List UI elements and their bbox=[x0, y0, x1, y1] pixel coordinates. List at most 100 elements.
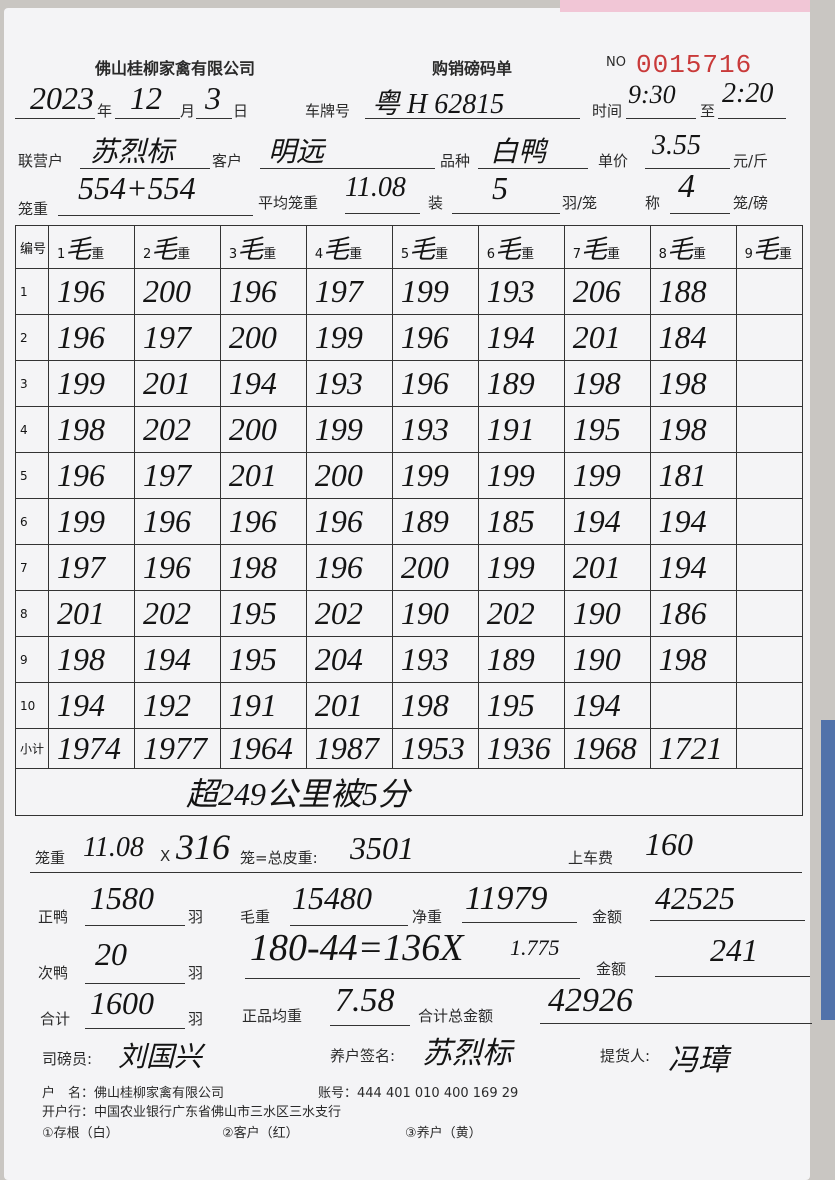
weight-cell: 196 bbox=[133, 544, 221, 591]
table-row: 6 199 196 196 196 189 185 194 194 bbox=[15, 498, 804, 545]
sub-duck-label: 次鸭 bbox=[38, 964, 69, 982]
copy-farmer: ③养户（黄） bbox=[405, 1126, 482, 1141]
column-header: 7毛重 bbox=[563, 225, 651, 269]
row-number: 9 bbox=[15, 636, 49, 683]
weight-cell: 201 bbox=[563, 544, 651, 591]
avg-cage-value: 11.08 bbox=[345, 172, 406, 203]
gross-value: 15480 bbox=[292, 880, 372, 916]
weight-cell: 202 bbox=[305, 590, 393, 637]
weight-cell: 198 bbox=[48, 636, 135, 683]
day-label: 日 bbox=[233, 102, 249, 120]
sub-amount: 241 bbox=[710, 932, 758, 968]
weight-cell: 202 bbox=[133, 590, 221, 637]
column-zhong: 重 bbox=[521, 246, 535, 262]
weight-cell: 194 bbox=[649, 544, 737, 591]
weight-cell: 200 bbox=[219, 314, 307, 361]
subtotal-cell: 1953 bbox=[391, 728, 479, 769]
weight-cell: 184 bbox=[649, 314, 737, 361]
weight-cell: 193 bbox=[305, 360, 393, 407]
sub-duck-count: 20 bbox=[95, 936, 127, 972]
day-value: 3 bbox=[205, 80, 221, 116]
weight-cell: 201 bbox=[305, 682, 393, 729]
weight-cell: 198 bbox=[48, 406, 135, 453]
weight-cell: 198 bbox=[649, 360, 737, 407]
weight-cell: 197 bbox=[133, 314, 221, 361]
breed-label: 品种 bbox=[440, 152, 471, 170]
subtotal-cell: 1936 bbox=[477, 728, 565, 769]
weight-cell: 199 bbox=[48, 360, 135, 407]
pack-value: 5 bbox=[492, 170, 508, 206]
column-header: 5毛重 bbox=[391, 225, 479, 269]
partner-label: 联营户 bbox=[18, 152, 64, 170]
weight-cell: 190 bbox=[563, 636, 651, 683]
weight-cell: 200 bbox=[391, 544, 479, 591]
weight-cell: 193 bbox=[477, 268, 565, 315]
row-number: 6 bbox=[15, 498, 49, 545]
weight-cell: 201 bbox=[133, 360, 221, 407]
row-number: 1 bbox=[15, 268, 49, 315]
price-label: 单价 bbox=[598, 152, 629, 170]
serial-number: 0015716 bbox=[636, 50, 753, 80]
column-mao: 毛 bbox=[666, 234, 693, 264]
total-count: 1600 bbox=[90, 985, 154, 1021]
table-row: 2 196 197 200 199 196 194 201 184 bbox=[15, 314, 804, 361]
summary-cage-label: 笼重 bbox=[35, 849, 66, 867]
weight-cell: 200 bbox=[133, 268, 221, 315]
weight-cell: 194 bbox=[133, 636, 221, 683]
weight-cell: 201 bbox=[219, 452, 307, 499]
weight-cell: 199 bbox=[563, 452, 651, 499]
weight-cell: 199 bbox=[477, 544, 565, 591]
subtotal-cell: 1964 bbox=[219, 728, 307, 769]
times-sign: X bbox=[160, 847, 171, 865]
customer-value: 明远 bbox=[268, 137, 325, 168]
weight-cell: 196 bbox=[48, 314, 135, 361]
subtotal-cell bbox=[735, 728, 804, 769]
weight-cell: 196 bbox=[305, 498, 393, 545]
time-to-label: 至 bbox=[700, 102, 716, 120]
row-number: 10 bbox=[15, 682, 49, 729]
column-zhong: 重 bbox=[778, 246, 792, 262]
cage-weight-value: 554+554 bbox=[78, 170, 196, 206]
column-zhong: 重 bbox=[349, 246, 363, 262]
time-to: 2:20 bbox=[722, 78, 774, 109]
weight-cell: 196 bbox=[305, 544, 393, 591]
row-number: 8 bbox=[15, 590, 49, 637]
weight-cell: 198 bbox=[391, 682, 479, 729]
loading-fee: 160 bbox=[645, 826, 693, 862]
grand-total: 42926 bbox=[548, 982, 633, 1019]
weight-cell: 198 bbox=[563, 360, 651, 407]
weight-cell: 194 bbox=[563, 682, 651, 729]
weight-cell: 206 bbox=[563, 268, 651, 315]
column-zhong: 重 bbox=[435, 246, 449, 262]
column-mao: 毛 bbox=[495, 234, 522, 264]
price-value: 3.55 bbox=[652, 130, 701, 161]
weight-cell bbox=[735, 452, 804, 499]
column-zhong: 重 bbox=[91, 246, 105, 262]
column-mao: 毛 bbox=[409, 234, 436, 264]
row-number: 3 bbox=[15, 360, 49, 407]
column-mao: 毛 bbox=[581, 234, 608, 264]
time-from: 9:30 bbox=[628, 80, 676, 109]
column-number: 8 bbox=[658, 246, 667, 262]
copy-customer: ②客户（红） bbox=[222, 1126, 299, 1141]
weight-cell: 196 bbox=[48, 268, 135, 315]
subtotal-cell: 1974 bbox=[48, 728, 135, 769]
weigher-label: 司磅员: bbox=[42, 1050, 93, 1068]
customer-label: 客户 bbox=[212, 152, 243, 170]
net-value: 11979 bbox=[465, 880, 548, 917]
partner-value: 苏烈标 bbox=[90, 137, 175, 168]
column-zhong: 重 bbox=[263, 246, 277, 262]
weigher-signature: 刘国兴 bbox=[118, 1042, 203, 1073]
weight-cell: 194 bbox=[48, 682, 135, 729]
good-duck-label: 正鸭 bbox=[38, 908, 69, 926]
column-zhong: 重 bbox=[607, 246, 621, 262]
weight-cell: 195 bbox=[219, 590, 307, 637]
sub-amount-label: 金额 bbox=[596, 960, 627, 978]
good-duck-count: 1580 bbox=[90, 880, 154, 916]
loading-fee-label: 上车费 bbox=[568, 849, 614, 867]
account-name: 户 名：佛山桂柳家禽有限公司 bbox=[42, 1086, 225, 1101]
weight-cell: 198 bbox=[219, 544, 307, 591]
weight-cell bbox=[735, 544, 804, 591]
column-number: 1 bbox=[57, 246, 66, 262]
cage-count: 316 bbox=[176, 827, 230, 867]
